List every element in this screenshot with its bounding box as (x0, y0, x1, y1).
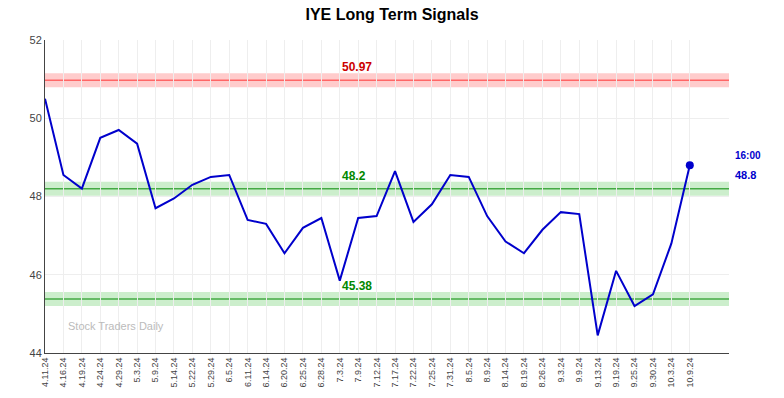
svg-text:6.28.24: 6.28.24 (316, 358, 326, 388)
svg-text:45.38: 45.38 (342, 279, 372, 293)
svg-text:8.14.24: 8.14.24 (500, 358, 510, 388)
svg-text:50.97: 50.97 (342, 60, 372, 74)
svg-text:9.3.24: 9.3.24 (556, 358, 566, 383)
svg-text:6.20.24: 6.20.24 (279, 358, 289, 388)
svg-text:8.26.24: 8.26.24 (537, 358, 547, 388)
svg-text:9.30.24: 9.30.24 (648, 358, 658, 388)
svg-text:52: 52 (30, 34, 42, 46)
svg-text:7.9.24: 7.9.24 (353, 358, 363, 383)
svg-text:7.22.24: 7.22.24 (408, 358, 418, 388)
svg-text:5.29.24: 5.29.24 (206, 358, 216, 388)
svg-text:44: 44 (30, 347, 42, 359)
svg-text:4.29.24: 4.29.24 (114, 358, 124, 388)
svg-text:10.9.24: 10.9.24 (685, 358, 695, 388)
svg-text:6.11.24: 6.11.24 (243, 358, 253, 387)
svg-text:Stock Traders Daily: Stock Traders Daily (68, 320, 164, 332)
svg-text:5.14.24: 5.14.24 (169, 358, 179, 388)
svg-text:7.25.24: 7.25.24 (427, 358, 437, 388)
svg-text:IYE Long Term Signals: IYE Long Term Signals (305, 6, 478, 23)
svg-text:5.9.24: 5.9.24 (150, 358, 160, 383)
svg-text:8.9.24: 8.9.24 (482, 358, 492, 383)
svg-text:8.5.24: 8.5.24 (464, 358, 474, 383)
svg-text:4.16.24: 4.16.24 (58, 358, 68, 388)
svg-text:7.3.24: 7.3.24 (335, 358, 345, 383)
svg-text:46: 46 (30, 269, 42, 281)
svg-text:10.3.24: 10.3.24 (666, 358, 676, 388)
svg-text:6.5.24: 6.5.24 (224, 358, 234, 383)
svg-text:6.25.24: 6.25.24 (298, 358, 308, 388)
svg-text:48: 48 (30, 190, 42, 202)
svg-text:48.2: 48.2 (342, 169, 366, 183)
svg-text:16:00: 16:00 (735, 150, 761, 161)
svg-text:7.31.24: 7.31.24 (445, 358, 455, 388)
svg-text:6.14.24: 6.14.24 (261, 358, 271, 388)
svg-text:4.24.24: 4.24.24 (95, 358, 105, 388)
svg-text:5.22.24: 5.22.24 (187, 358, 197, 388)
svg-text:8.19.24: 8.19.24 (519, 358, 529, 388)
svg-text:9.19.24: 9.19.24 (611, 358, 621, 388)
svg-text:7.17.24: 7.17.24 (390, 358, 400, 388)
svg-text:5.3.24: 5.3.24 (132, 358, 142, 383)
svg-text:4.19.24: 4.19.24 (77, 358, 87, 388)
svg-text:50: 50 (30, 112, 42, 124)
svg-text:48.8: 48.8 (735, 169, 756, 181)
svg-text:9.9.24: 9.9.24 (574, 358, 584, 383)
svg-text:7.12.24: 7.12.24 (372, 358, 382, 388)
svg-text:4.11.24: 4.11.24 (40, 358, 50, 387)
svg-text:9.25.24: 9.25.24 (629, 358, 639, 388)
svg-text:9.13.24: 9.13.24 (593, 358, 603, 388)
